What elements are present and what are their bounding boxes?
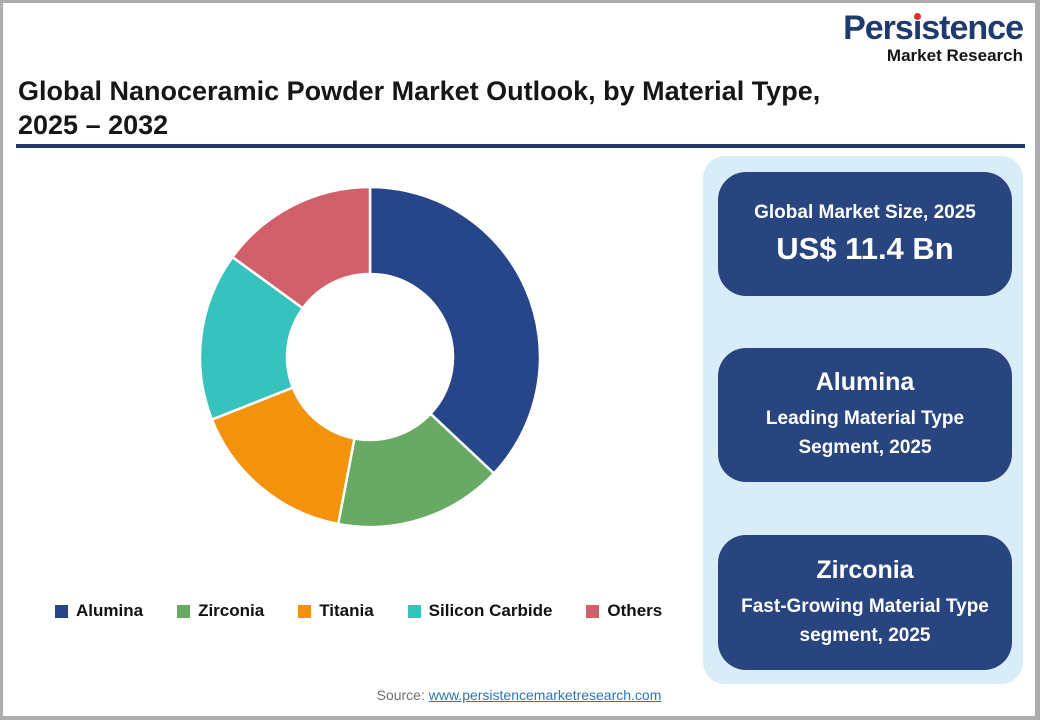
legend-item-others: Others <box>586 601 662 621</box>
legend-swatch-zirconia <box>177 604 191 618</box>
title-underline-rule <box>16 144 1025 148</box>
legend-item-titania: Titania <box>298 601 374 621</box>
donut-chart-svg <box>198 185 542 529</box>
legend-label-titania: Titania <box>319 601 374 620</box>
logo-text-part1: Pers <box>843 9 914 47</box>
leading-segment-description: Leading Material Type Segment, 2025 <box>765 408 965 458</box>
highlights-panel: Global Market Size, 2025 US$ 11.4 Bn Alu… <box>703 156 1023 684</box>
fast-growing-segment-description: Fast-Growing Material Type segment, 2025 <box>741 595 989 646</box>
legend-label-alumina: Alumina <box>76 601 144 620</box>
logo-wordmark: Persistence <box>843 9 1024 47</box>
leading-segment-card: Alumina Leading Material Type Segment, 2… <box>718 348 1012 482</box>
legend-swatch-alumina <box>55 604 68 618</box>
legend-label-silicon-carbide: Silicon Carbide <box>428 601 553 620</box>
fast-growing-segment-card: Zirconia Fast-Growing Material Type segm… <box>718 535 1012 670</box>
source-label: Source: <box>376 687 425 703</box>
donut-segment-silicon-carbide <box>198 255 305 421</box>
leading-segment-name: Alumina <box>815 368 915 396</box>
page-title-line1: Global Nanoceramic Powder Market Outlook… <box>18 76 821 106</box>
donut-segment-others <box>231 185 372 310</box>
legend-item-silicon-carbide: Silicon Carbide <box>407 601 553 621</box>
page-title: Global Nanoceramic Powder Market Outlook… <box>18 74 820 142</box>
donut-segment-zirconia <box>336 412 496 529</box>
logo-subtitle: Market Research <box>886 46 1023 65</box>
legend-swatch-others <box>586 604 600 618</box>
legend-swatch-titania <box>298 604 312 618</box>
chart-legend: Alumina Zirconia Titania Silicon Carbide Oth… <box>55 601 662 621</box>
legend-swatch-silicon-carbide <box>407 604 421 618</box>
source-link[interactable]: www.persistencemarketresearch.com <box>428 687 662 703</box>
persistence-market-research-logo: Persistence Market Research <box>843 9 1024 65</box>
source-line: Source: www.persistencemarketresearch.co… <box>3 687 1035 703</box>
market-size-card: Global Market Size, 2025 US$ 11.4 Bn <box>718 172 1012 296</box>
page-title-line2: 2025 – 2032 <box>18 110 169 140</box>
fast-growing-segment-name: Zirconia <box>816 555 914 584</box>
logo-text-part3: stence <box>921 9 1024 47</box>
donut-segment-titania <box>210 386 356 526</box>
market-size-value: US$ 11.4 Bn <box>776 230 954 266</box>
legend-label-zirconia: Zirconia <box>198 601 265 620</box>
donut-chart <box>187 174 553 540</box>
legend-item-zirconia: Zirconia <box>177 601 264 621</box>
logo-red-dot-i: i <box>912 9 923 47</box>
legend-item-alumina: Alumina <box>55 601 143 621</box>
donut-segment-alumina <box>368 185 542 475</box>
market-size-heading: Global Market Size, 2025 <box>754 201 976 223</box>
legend-label-others: Others <box>607 601 663 620</box>
